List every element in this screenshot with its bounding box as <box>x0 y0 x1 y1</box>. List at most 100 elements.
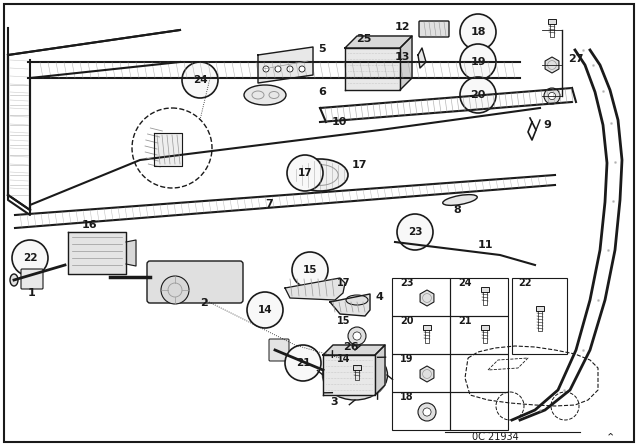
Circle shape <box>287 66 293 72</box>
Bar <box>450 278 508 316</box>
Bar <box>450 316 508 354</box>
Text: 0C 21934: 0C 21934 <box>472 432 518 442</box>
Ellipse shape <box>346 295 368 305</box>
Text: 17: 17 <box>352 160 367 170</box>
Text: 19: 19 <box>400 354 413 364</box>
Text: 1: 1 <box>28 288 36 298</box>
Text: 21: 21 <box>296 358 310 368</box>
Polygon shape <box>126 240 136 266</box>
Text: 23: 23 <box>400 278 413 288</box>
Text: 15: 15 <box>337 316 351 326</box>
Text: 24: 24 <box>458 278 472 288</box>
Text: 17: 17 <box>298 168 312 178</box>
Text: 5: 5 <box>318 44 326 54</box>
Text: 20: 20 <box>400 316 413 326</box>
Text: 21: 21 <box>458 316 472 326</box>
Text: 10: 10 <box>332 117 348 127</box>
Circle shape <box>418 403 436 421</box>
Bar <box>423 325 431 330</box>
Text: 24: 24 <box>193 75 207 85</box>
Bar <box>481 325 489 330</box>
Ellipse shape <box>443 194 477 205</box>
Text: 17: 17 <box>337 278 351 288</box>
Circle shape <box>182 62 218 98</box>
Ellipse shape <box>10 274 18 286</box>
Circle shape <box>132 108 212 188</box>
Circle shape <box>348 327 366 345</box>
Text: 18: 18 <box>470 27 486 37</box>
Polygon shape <box>154 133 182 166</box>
Circle shape <box>544 88 560 104</box>
Polygon shape <box>375 345 385 395</box>
Bar <box>450 354 508 392</box>
Text: 2: 2 <box>200 298 208 308</box>
Circle shape <box>548 92 556 99</box>
Ellipse shape <box>244 85 286 105</box>
Circle shape <box>287 155 323 191</box>
Bar <box>450 392 508 430</box>
Bar <box>392 316 450 354</box>
Polygon shape <box>68 232 126 274</box>
Circle shape <box>460 44 496 80</box>
Circle shape <box>285 345 321 381</box>
Circle shape <box>247 292 283 328</box>
Polygon shape <box>323 355 375 395</box>
Circle shape <box>161 276 189 304</box>
Circle shape <box>397 214 433 250</box>
Polygon shape <box>323 345 385 355</box>
Bar <box>392 354 450 392</box>
FancyBboxPatch shape <box>269 339 289 361</box>
Polygon shape <box>345 48 400 90</box>
Circle shape <box>299 66 305 72</box>
Text: 18: 18 <box>400 392 413 402</box>
Bar <box>481 287 489 292</box>
Text: 3: 3 <box>330 397 338 407</box>
Polygon shape <box>345 36 412 48</box>
Circle shape <box>12 240 48 276</box>
Polygon shape <box>258 47 313 83</box>
Bar <box>512 278 567 354</box>
Bar <box>392 278 450 316</box>
Text: 8: 8 <box>453 205 461 215</box>
Circle shape <box>423 408 431 416</box>
Text: ⌃: ⌃ <box>605 432 614 442</box>
Circle shape <box>292 252 328 288</box>
Polygon shape <box>330 294 370 316</box>
FancyBboxPatch shape <box>147 261 243 303</box>
Text: 19: 19 <box>470 57 486 67</box>
Circle shape <box>460 77 496 113</box>
Circle shape <box>275 66 281 72</box>
Text: 15: 15 <box>303 265 317 275</box>
FancyBboxPatch shape <box>21 269 43 289</box>
Text: 12: 12 <box>395 22 410 32</box>
Bar <box>548 19 556 24</box>
Text: 13: 13 <box>395 52 410 62</box>
Ellipse shape <box>292 159 348 191</box>
Circle shape <box>353 332 361 340</box>
Polygon shape <box>285 278 345 300</box>
Text: 11: 11 <box>478 240 493 250</box>
Text: 22: 22 <box>23 253 37 263</box>
Text: 14: 14 <box>258 305 272 315</box>
Ellipse shape <box>323 350 387 400</box>
Text: 23: 23 <box>408 227 422 237</box>
Text: 20: 20 <box>470 90 486 100</box>
Circle shape <box>263 66 269 72</box>
Text: 9: 9 <box>543 120 551 130</box>
Polygon shape <box>400 36 412 90</box>
Circle shape <box>460 14 496 50</box>
FancyBboxPatch shape <box>419 21 449 37</box>
Text: 7: 7 <box>265 199 273 209</box>
Text: 22: 22 <box>518 278 531 288</box>
Text: 26: 26 <box>343 342 358 352</box>
Text: 4: 4 <box>375 292 383 302</box>
Polygon shape <box>418 48 426 68</box>
Text: 6: 6 <box>318 87 326 97</box>
Text: 25: 25 <box>356 34 371 44</box>
Bar <box>536 306 544 311</box>
Text: 14: 14 <box>337 354 351 364</box>
Text: 16: 16 <box>82 220 98 230</box>
Bar <box>392 392 450 430</box>
Text: 27: 27 <box>568 54 584 64</box>
Bar <box>353 365 361 370</box>
